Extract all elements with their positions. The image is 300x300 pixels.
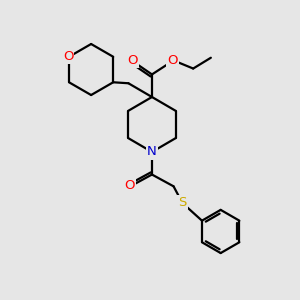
Text: O: O <box>167 54 178 67</box>
Text: O: O <box>63 50 73 63</box>
Text: O: O <box>124 179 135 192</box>
Text: N: N <box>147 146 157 158</box>
Text: O: O <box>127 54 138 67</box>
Text: S: S <box>178 196 187 209</box>
